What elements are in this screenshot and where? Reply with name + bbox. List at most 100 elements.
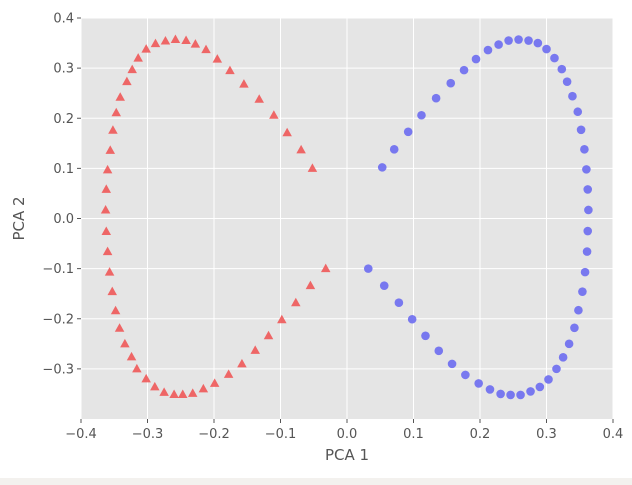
- triangle-point: [237, 358, 247, 368]
- circle-point: [516, 390, 525, 400]
- y-tick-label: −0.3: [42, 362, 74, 377]
- circle-point: [496, 389, 505, 399]
- triangle-point: [120, 338, 130, 348]
- triangle-point: [320, 263, 331, 273]
- circle-point: [526, 387, 535, 396]
- triangle-point: [150, 381, 160, 391]
- triangle-point: [101, 226, 112, 236]
- circle-point: [578, 287, 587, 296]
- triangle-point: [104, 267, 115, 276]
- circle-point: [580, 145, 589, 154]
- triangle-point: [296, 144, 306, 154]
- circle-point: [471, 54, 481, 64]
- data-points: [100, 34, 593, 400]
- triangle-point: [223, 369, 234, 378]
- triangle-point: [198, 383, 209, 393]
- circle-point: [483, 45, 493, 55]
- circle-point: [494, 40, 503, 49]
- triangle-point: [291, 297, 301, 307]
- triangle-point: [305, 280, 316, 290]
- circle-point: [421, 331, 430, 341]
- triangle-point: [269, 110, 279, 119]
- circle-point: [434, 346, 444, 356]
- circle-point: [574, 305, 583, 315]
- circle-point: [485, 385, 495, 394]
- triangle-point: [108, 125, 118, 134]
- circle-point: [558, 353, 568, 362]
- circle-point: [550, 53, 559, 63]
- triangle-point: [141, 373, 151, 383]
- circle-point: [582, 165, 591, 174]
- circle-point: [431, 93, 441, 103]
- y-tick-label: 0.1: [53, 162, 74, 177]
- x-tick-label: 0.3: [536, 427, 557, 442]
- circle-point: [506, 390, 515, 400]
- y-tick-label: 0.2: [53, 112, 74, 127]
- triangle-point: [263, 330, 274, 340]
- circle-point: [570, 323, 579, 333]
- triangle-point: [102, 164, 113, 174]
- circle-point: [557, 64, 567, 74]
- triangle-point: [127, 64, 137, 74]
- tick-marks: [77, 17, 614, 423]
- x-tick-label: 0.1: [403, 427, 424, 442]
- triangle-point: [102, 246, 113, 256]
- grid-lines: [80, 17, 614, 419]
- triangle-point: [110, 305, 121, 315]
- triangle-point: [159, 387, 169, 396]
- circle-point: [580, 267, 590, 277]
- y-tick-labels: −0.3 −0.2 −0.1 0.0 0.1 0.2 0.3 0.4: [42, 12, 74, 378]
- triangle-point: [115, 92, 125, 101]
- circle-point: [459, 65, 469, 75]
- x-tick-label: 0.4: [603, 427, 624, 442]
- triangle-point: [209, 378, 220, 387]
- circle-point: [524, 36, 533, 45]
- x-tick-label: 0.2: [470, 427, 491, 442]
- triangle-point: [169, 389, 179, 398]
- circle-point: [583, 226, 593, 236]
- triangle-point: [212, 54, 223, 63]
- y-axis-label: PCA 2: [10, 196, 28, 240]
- triangle-point: [177, 389, 188, 398]
- triangle-point: [225, 65, 235, 75]
- circle-point: [552, 364, 561, 374]
- circle-point: [564, 339, 574, 349]
- x-tick-label: 0.0: [337, 427, 358, 442]
- circle-point: [568, 91, 577, 101]
- circle-point: [533, 38, 543, 48]
- x-axis-label: PCA 1: [325, 446, 369, 464]
- triangle-point: [282, 127, 292, 137]
- triangle-point: [277, 314, 287, 324]
- circle-point: [447, 359, 457, 369]
- circle-point: [535, 382, 545, 392]
- circle-point: [403, 127, 413, 137]
- circle-point: [379, 281, 389, 290]
- circle-point: [407, 314, 417, 324]
- triangle-point: [100, 204, 111, 214]
- triangle-point: [187, 388, 198, 397]
- triangle-point: [190, 39, 201, 48]
- x-tick-labels: −0.4 −0.3 −0.2 −0.1 0.0 0.1 0.2 0.3 0.4: [65, 427, 623, 442]
- circle-point: [394, 298, 404, 308]
- circle-point: [544, 375, 553, 384]
- circle-point: [576, 125, 586, 135]
- y-tick-label: 0.4: [53, 12, 74, 27]
- circle-point: [417, 110, 426, 120]
- circle-point: [377, 163, 387, 172]
- triangle-point: [132, 363, 142, 373]
- circle-point: [461, 370, 470, 380]
- triangle-point: [181, 35, 191, 45]
- x-tick-label: −0.2: [198, 427, 230, 442]
- triangle-point: [250, 345, 260, 354]
- bottom-strip: [0, 478, 632, 485]
- circle-point: [562, 77, 572, 86]
- y-tick-label: 0.0: [53, 212, 74, 227]
- triangle-point: [133, 53, 143, 62]
- y-tick-label: −0.1: [42, 262, 74, 277]
- triangle-point: [239, 79, 249, 88]
- circle-point: [389, 145, 399, 154]
- triangle-point: [122, 76, 132, 86]
- triangle-point: [201, 44, 211, 54]
